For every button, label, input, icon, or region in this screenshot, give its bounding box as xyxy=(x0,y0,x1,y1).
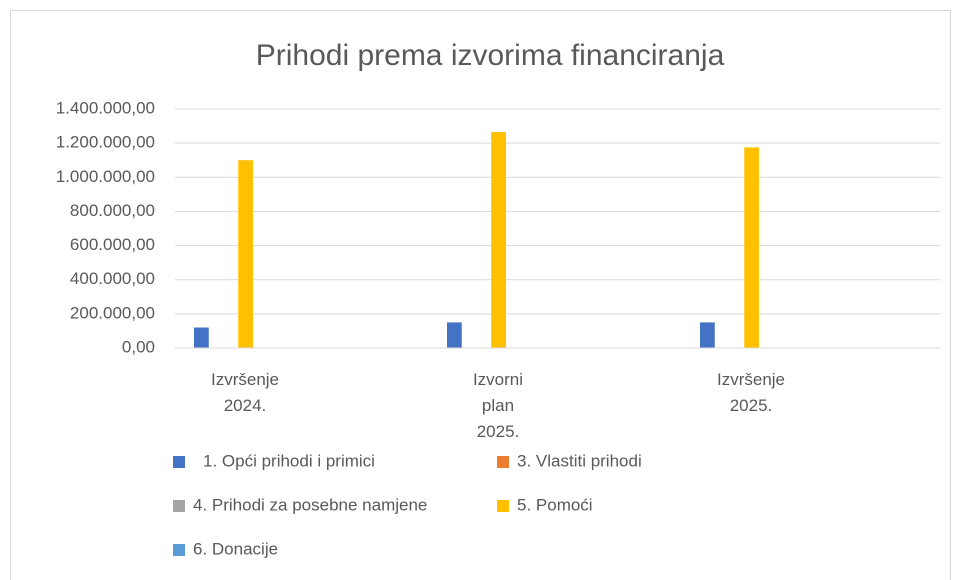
legend-label: 4. Prihodi za posebne namjene xyxy=(193,495,427,514)
y-tick-label: 800.000,00 xyxy=(70,201,155,220)
legend-marker xyxy=(173,456,185,468)
legend-label: 5. Pomoći xyxy=(517,495,593,514)
y-tick-label: 1.200.000,00 xyxy=(56,133,155,152)
legend-marker xyxy=(173,500,185,512)
legend-marker xyxy=(173,544,185,556)
chart-border xyxy=(10,10,951,580)
y-tick-label: 200.000,00 xyxy=(70,303,155,322)
x-tick-label: Izvršenje 2024. xyxy=(210,370,280,415)
legend-marker xyxy=(497,500,509,512)
y-tick-label: 1.000.000,00 xyxy=(56,167,155,186)
x-tick-label: Izvršenje 2025. xyxy=(716,370,786,415)
bar xyxy=(700,322,715,348)
bar xyxy=(238,160,253,348)
legend-label: 6. Donacije xyxy=(193,539,278,558)
y-tick-label: 0,00 xyxy=(122,337,155,356)
bar xyxy=(194,327,209,348)
legend-marker xyxy=(497,456,509,468)
legend-label: 1. Opći prihodi i primici xyxy=(203,451,375,470)
x-tick-label: Izvorni plan 2025. xyxy=(472,370,524,441)
y-tick-label: 400.000,00 xyxy=(70,269,155,288)
chart-title: Prihodi prema izvorima financiranja xyxy=(256,39,725,72)
y-tick-label: 1.400.000,00 xyxy=(56,98,155,117)
bar xyxy=(744,147,759,348)
legend-label: 3. Vlastiti prihodi xyxy=(517,451,642,470)
bar xyxy=(447,322,462,348)
y-tick-label: 600.000,00 xyxy=(70,235,155,254)
bar xyxy=(491,132,506,348)
